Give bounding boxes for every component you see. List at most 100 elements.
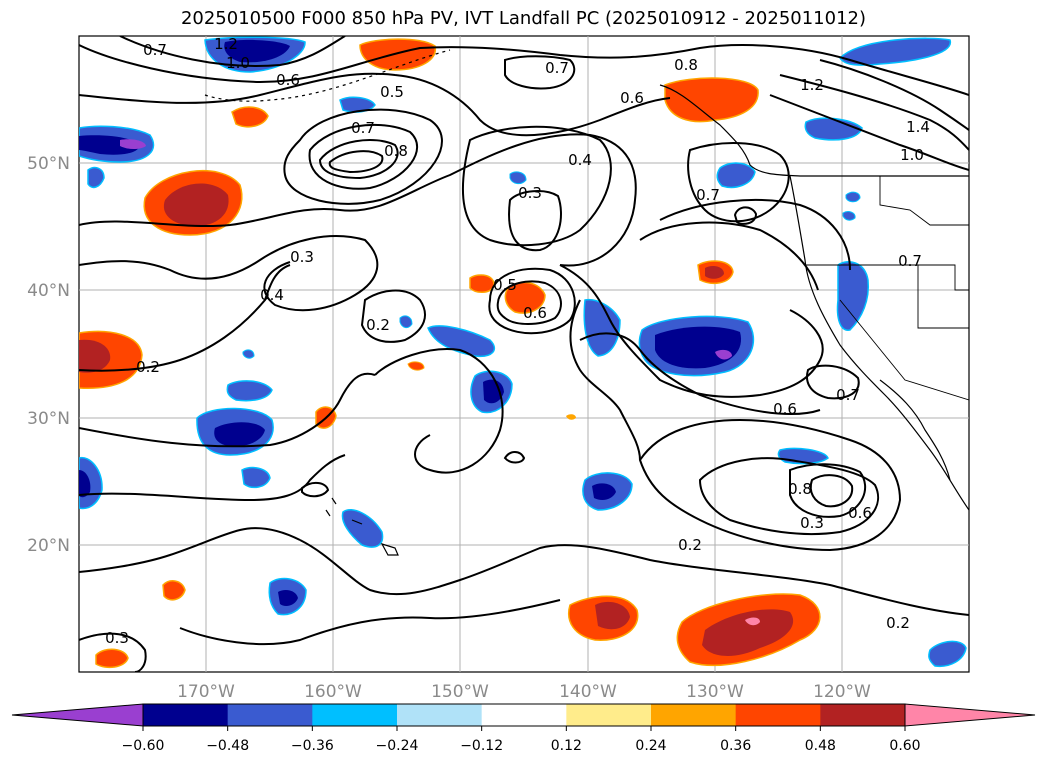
hawaii-islands (325, 497, 337, 517)
contour-label: 1.2 (214, 35, 238, 53)
contour-label: 0.2 (678, 536, 702, 554)
colorbar-tick-label: −0.60 (122, 738, 165, 754)
colorbar-tick-label: 0.60 (889, 738, 920, 754)
pv-contour (374, 348, 504, 474)
pv-contour (462, 125, 612, 247)
pv-contour (79, 44, 969, 96)
lon-tick-label: 130°W (686, 682, 744, 702)
pv-contour (806, 364, 860, 400)
contour-label: 0.4 (568, 151, 592, 169)
colorbar-tick-labels: −0.60 −0.48 −0.36 −0.24 −0.12 0.12 0.24 0.36 0.4… (122, 726, 921, 754)
strong-negative-anomaly (715, 349, 732, 360)
pv-contour (638, 418, 902, 552)
contour-label: 0.7 (143, 41, 167, 59)
negative-anomaly-core (224, 39, 290, 63)
contour-label: 0.8 (674, 56, 698, 74)
state-border (805, 264, 969, 291)
negative-anomaly (839, 37, 951, 66)
negative-anomaly-core (592, 483, 616, 500)
colorbar: −0.60 −0.48 −0.36 −0.24 −0.12 0.12 0.24 0.36 0.4… (11, 703, 1036, 754)
pv-contour (79, 372, 376, 448)
positive-anomaly (469, 274, 495, 293)
colorbar-swatch (566, 704, 652, 726)
contour-label: 0.2 (136, 358, 160, 376)
positive-anomaly (162, 580, 186, 601)
pv-contour (79, 454, 346, 502)
contour-label: 0.3 (290, 248, 314, 266)
colorbar-tick-label: 0.12 (551, 738, 582, 754)
pv-contour (659, 199, 851, 271)
pv-contour (779, 74, 969, 151)
negative-anomaly-core (79, 470, 91, 498)
pv-contour (504, 55, 576, 90)
positive-anomaly (95, 648, 129, 669)
colorbar-swatch (735, 704, 821, 726)
lon-tick-label: 150°W (431, 682, 489, 702)
colorbar-swatch (820, 704, 906, 726)
pv-contour (508, 190, 562, 252)
filled-anomalies (79, 36, 967, 669)
negative-anomaly (928, 640, 967, 668)
baja-california (879, 379, 951, 481)
pv-contour (569, 299, 641, 461)
colorbar-swatch (397, 704, 483, 726)
pv-contour (789, 463, 867, 518)
pv-contour (360, 289, 426, 343)
positive-anomaly (504, 281, 546, 314)
pv-contour (79, 235, 379, 312)
pv-contour (119, 36, 346, 67)
negative-anomaly (842, 211, 856, 221)
positive-anomaly (566, 414, 576, 420)
lon-tick-label: 170°W (177, 682, 235, 702)
colorbar-extend-low (11, 703, 144, 727)
pv-contour (301, 482, 330, 498)
positive-anomaly (664, 77, 759, 123)
contour-label: 0.7 (351, 119, 375, 137)
negative-anomaly (241, 466, 271, 489)
contour-label: 0.2 (886, 614, 910, 632)
pv-contour (639, 221, 819, 291)
plot-title: 2025010500 F000 850 hPa PV, IVT Landfall… (180, 8, 867, 29)
colorbar-swatch (227, 704, 313, 726)
pv-contour (579, 332, 821, 415)
alaska-bc-coast (659, 84, 969, 177)
contour-label: 0.5 (493, 276, 517, 294)
pv-contour (328, 150, 384, 174)
pv-contour (283, 108, 443, 205)
lat-tick-label: 30°N (27, 409, 70, 429)
contour-label: 0.7 (836, 386, 860, 404)
pv-contour (819, 59, 969, 131)
contour-label: 1.0 (226, 54, 250, 72)
colorbar-swatch (143, 704, 229, 726)
negative-anomaly (427, 325, 496, 358)
colorbar-swatch (312, 704, 398, 726)
pv-contour (496, 280, 562, 325)
lat-tick-label: 20°N (27, 536, 70, 556)
negative-anomaly (87, 166, 105, 189)
pv-contour (79, 264, 291, 372)
pv-contour (687, 142, 790, 223)
pv-contours (79, 36, 969, 672)
hawaii-island (380, 542, 399, 556)
pv-contour (809, 474, 854, 508)
negative-anomaly-core (214, 422, 265, 447)
negative-anomaly (845, 191, 861, 203)
state-border (917, 265, 969, 329)
contour-label: 0.3 (105, 629, 129, 647)
strong-negative-anomaly (120, 139, 146, 149)
colorbar-tick-label: 0.48 (805, 738, 836, 754)
pv-contour (769, 94, 969, 171)
negative-anomaly (716, 162, 756, 189)
positive-anomaly-core (702, 609, 794, 656)
colorbar-swatch (481, 704, 567, 726)
negative-anomaly (509, 171, 527, 185)
north-america-west-coast (789, 175, 969, 511)
colorbar-swatch (651, 704, 737, 726)
contour-label: 0.2 (366, 316, 390, 334)
negative-anomaly-core (483, 379, 504, 404)
canada-us-border (879, 176, 969, 226)
negative-anomaly (804, 117, 863, 141)
pv-contour (488, 267, 576, 335)
negative-anomaly-core (278, 590, 298, 606)
